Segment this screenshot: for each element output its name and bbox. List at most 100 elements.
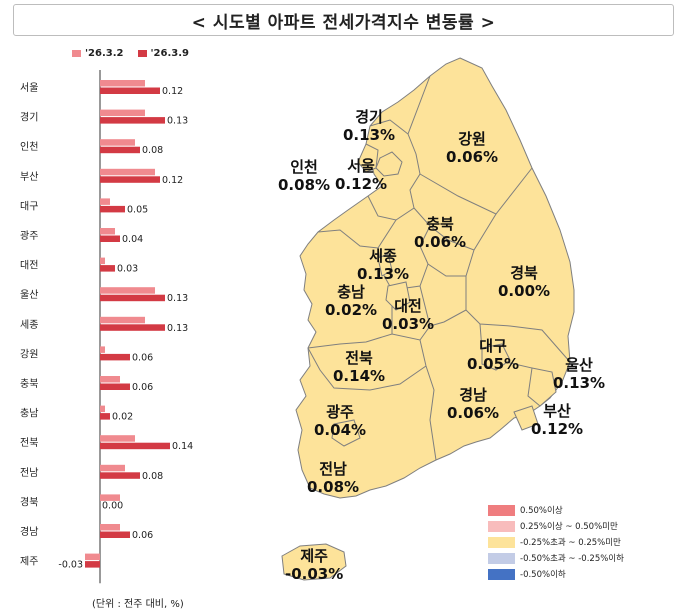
category-label: 경남	[20, 525, 38, 538]
bar-prev	[100, 198, 110, 205]
legend-item-prev: '26.3.2	[72, 48, 124, 59]
legend-label-prev: '26.3.2	[85, 48, 124, 59]
map-jeju	[281, 543, 347, 581]
region-value: 0.06%	[446, 148, 499, 166]
bar-prev	[100, 80, 145, 87]
region-value: -0.03%	[285, 565, 344, 583]
region-name: 경기	[355, 108, 383, 126]
category-label: 경기	[20, 111, 38, 124]
data-label: 0.12	[162, 86, 183, 97]
category-label: 전남	[20, 467, 38, 479]
bar-curr	[100, 117, 165, 124]
map-border-gyeongbuk	[429, 276, 571, 363]
data-label: 0.00	[102, 500, 123, 511]
region-name: 울산	[565, 356, 593, 374]
bar-prev	[100, 494, 120, 501]
map-legend-swatch	[488, 504, 515, 516]
region-value: 0.00%	[498, 282, 551, 300]
bar-prev	[100, 228, 115, 235]
region-name: 대전	[394, 297, 422, 315]
region-value: 0.06%	[447, 404, 500, 422]
region-name: 경남	[459, 386, 487, 404]
bar-prev	[100, 435, 135, 442]
data-label: 0.06	[132, 352, 153, 363]
category-label: 대구	[20, 200, 38, 212]
map-border-gyeonggi	[367, 119, 421, 221]
legend-label-curr: '26.3.9	[150, 48, 190, 59]
data-label: 0.06	[132, 530, 153, 541]
data-label: 0.12	[162, 175, 183, 186]
map-label-gwangju: 광주 0.04%	[314, 403, 366, 439]
map-ulsan	[527, 367, 557, 407]
region-name: 전남	[319, 460, 347, 478]
region-value: 0.08%	[278, 176, 331, 194]
map-label-gyeongnam: 경남 0.06%	[447, 386, 499, 422]
map-legend-label: -0.25%초과 ~ 0.25%미만	[520, 538, 621, 548]
bar-prev	[100, 464, 125, 472]
bar-prev	[100, 316, 145, 324]
data-label: -0.03	[58, 560, 83, 571]
map-label-jeonnam: 전남 0.08%	[307, 460, 359, 496]
map-gwangju	[331, 419, 361, 447]
bar-curr	[100, 146, 140, 154]
map-sejong	[377, 253, 393, 277]
bar-curr	[100, 205, 125, 213]
map-label-gyeonggi: 경기 0.13%	[343, 108, 395, 144]
bar-curr	[100, 294, 165, 302]
unit-note: (단위 : 전주 대비, %)	[92, 599, 184, 610]
region-value: 0.12%	[531, 420, 584, 438]
category-label: 충남	[20, 408, 38, 420]
bar-prev	[100, 257, 105, 265]
region-name: 부산	[543, 402, 571, 420]
map-legend: 0.50%이상 0.25%이상 ~ 0.50%미만 -0.25%초과 ~ 0.2…	[488, 502, 624, 582]
bar-chart: 서울 0.12 경기 0.13 인천 0.08 부산 0.12 대구 0.05 광주 0.04 대전 0.…	[20, 70, 193, 584]
region-name: 대구	[479, 337, 507, 355]
map-border-gangwon	[407, 75, 533, 215]
bar-curr	[100, 383, 130, 390]
bar-curr	[100, 324, 165, 331]
category-label: 부산	[20, 171, 38, 183]
bar-prev	[100, 139, 135, 146]
bar-curr	[85, 561, 100, 568]
category-label: 세종	[20, 319, 38, 331]
map-label-daejeon: 대전 0.03%	[382, 297, 434, 333]
region-name: 광주	[326, 403, 354, 421]
map-label-busan: 부산 0.12%	[531, 402, 583, 438]
map-legend-row: 0.25%이상 ~ 0.50%미만	[488, 518, 624, 534]
map-label-seoul: 서울 0.12%	[335, 157, 387, 193]
category-label: 제주	[20, 556, 38, 568]
category-label: 대전	[20, 260, 38, 272]
map-label-gangwon: 강원 0.06%	[446, 130, 498, 166]
data-label: 0.13	[167, 323, 188, 334]
region-name: 경북	[510, 264, 538, 282]
data-label: 0.13	[167, 116, 188, 127]
map-legend-swatch	[488, 520, 515, 532]
category-label: 전북	[20, 437, 38, 449]
bar-prev	[100, 524, 120, 531]
map-legend-label: 0.50%이상	[520, 506, 563, 516]
map-busan	[513, 405, 539, 431]
region-name: 인천	[290, 158, 318, 176]
data-label: 0.02	[112, 412, 133, 423]
map-label-jeonbuk: 전북 0.14%	[333, 349, 385, 385]
region-name: 충북	[426, 215, 454, 233]
data-label: 0.08	[142, 145, 163, 156]
bar-curr	[100, 531, 130, 538]
map-border-chungbuk	[413, 207, 497, 277]
map-legend-swatch	[488, 536, 515, 548]
category-label: 강원	[20, 348, 38, 360]
region-value: 0.14%	[333, 367, 386, 385]
map-label-chungbuk: 충북 0.06%	[414, 215, 466, 251]
bar-curr	[100, 353, 130, 361]
bar-prev	[100, 405, 105, 413]
region-name: 강원	[458, 130, 486, 148]
data-label: 0.04	[122, 234, 143, 245]
region-value: 0.06%	[414, 233, 467, 251]
legend-swatch-curr	[137, 50, 147, 57]
region-value: 0.04%	[314, 421, 367, 439]
map-legend-swatch	[488, 568, 515, 580]
bar-curr	[100, 176, 160, 183]
data-label: 0.08	[142, 471, 163, 482]
bar-curr	[100, 442, 170, 450]
category-label: 경북	[20, 495, 38, 508]
